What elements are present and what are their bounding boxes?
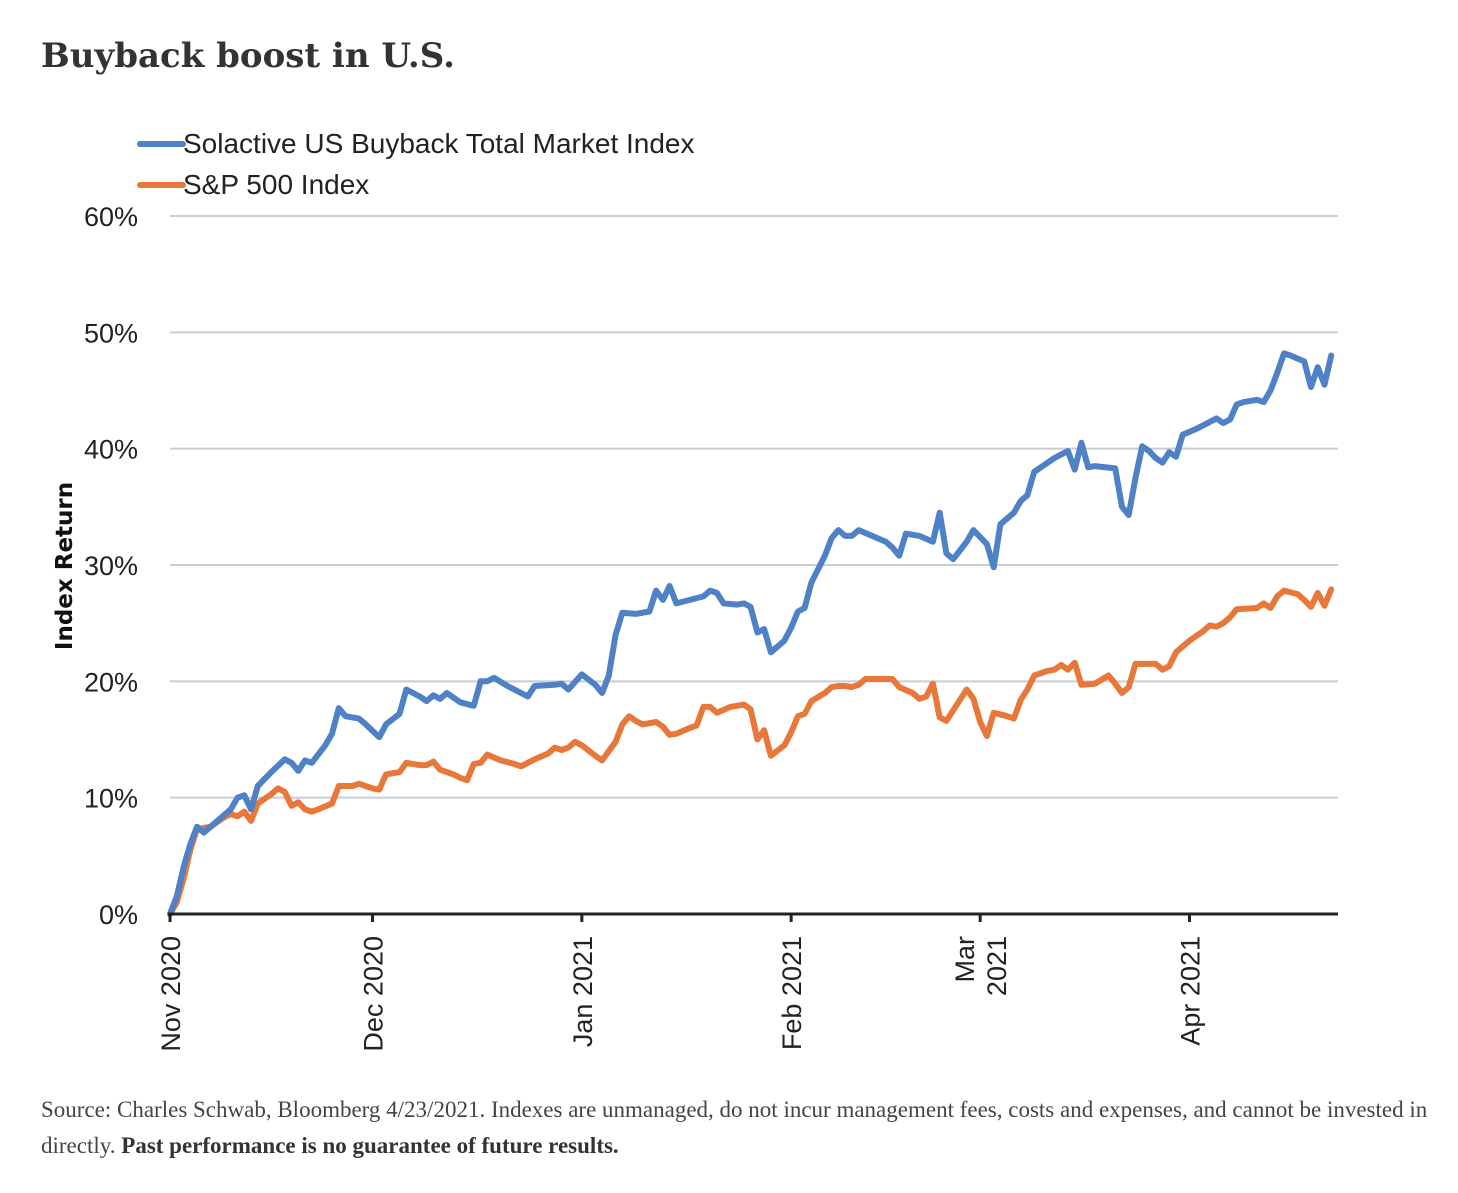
y-tick-labels: 0% 10% 20% 30% 40% 50% 60%: [84, 202, 138, 930]
x-tick-label: Jan 2021: [568, 936, 598, 1047]
y-tick-label: 50%: [84, 318, 138, 348]
series-layer: [167, 350, 1335, 917]
y-tick-label: 10%: [84, 784, 138, 814]
y-axis-title: Index Return: [52, 482, 78, 650]
y-tick-label: 30%: [84, 551, 138, 581]
series-line-buyback: [167, 350, 1335, 917]
x-tick-label: Mar: [950, 936, 980, 983]
legend-label-sp500: S&P 500 Index: [183, 169, 369, 200]
y-tick-label: 60%: [84, 202, 138, 232]
series-line-sp500: [167, 586, 1335, 917]
x-tick-label: Dec 2020: [359, 936, 389, 1052]
x-tick-label: 2021: [982, 936, 1012, 996]
source-note: Source: Charles Schwab, Bloomberg 4/23/2…: [41, 1092, 1436, 1164]
source-text: Source: Charles Schwab, Bloomberg 4/23/2…: [41, 1097, 1428, 1158]
line-chart: Solactive US Buyback Total Market Index …: [52, 128, 1338, 1052]
y-tick-label: 20%: [84, 667, 138, 697]
legend-label-buyback: Solactive US Buyback Total Market Index: [183, 128, 695, 159]
gridlines: [170, 215, 1338, 799]
legend: Solactive US Buyback Total Market Index …: [137, 128, 695, 200]
x-tick-label: Apr 2021: [1176, 936, 1206, 1046]
y-tick-label: 0%: [99, 900, 138, 930]
performance-disclaimer: Past performance is no guarantee of futu…: [121, 1133, 619, 1158]
y-tick-label: 40%: [84, 435, 138, 465]
x-tick-label: Nov 2020: [156, 936, 186, 1052]
x-tick-label: Feb 2021: [777, 936, 807, 1050]
page-title: Buyback boost in U.S.: [41, 36, 455, 76]
x-axis: Nov 2020 Dec 2020 Jan 2021 Feb 2021 Mar 2021 A…: [156, 912, 1338, 1052]
